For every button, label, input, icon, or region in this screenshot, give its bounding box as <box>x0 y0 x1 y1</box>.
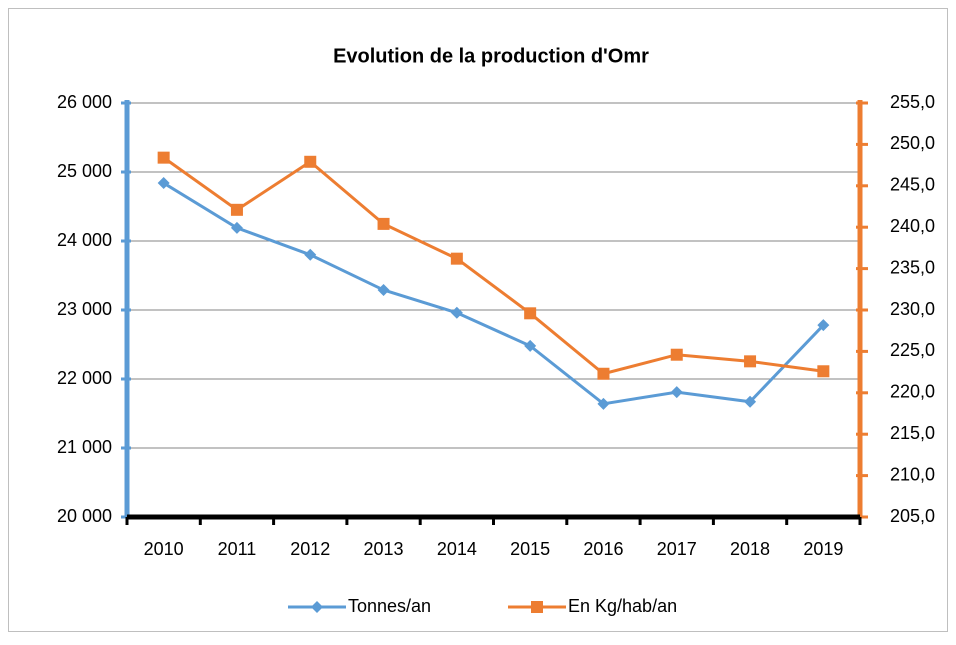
marker <box>817 319 830 332</box>
marker <box>157 151 170 164</box>
marker <box>524 339 537 352</box>
y2-tick-label: 250,0 <box>890 133 935 153</box>
x-tick-label: 2011 <box>218 539 257 559</box>
series-line <box>162 156 824 376</box>
x-tick-label: 2013 <box>364 539 404 559</box>
marker <box>450 252 463 265</box>
marker <box>304 248 317 261</box>
x-tick-label: 2016 <box>583 539 623 559</box>
y2-tick-label: 215,0 <box>890 423 935 443</box>
y2-tick-label: 205,0 <box>890 506 935 526</box>
y-tick-label: 24 000 <box>57 230 112 250</box>
marker <box>817 365 830 378</box>
y-tick-label: 23 000 <box>57 299 112 319</box>
legend-label: Tonnes/an <box>348 596 431 616</box>
x-tick-label: 2019 <box>803 539 843 559</box>
marker <box>377 217 390 230</box>
y2-tick-label: 230,0 <box>890 299 935 319</box>
y-tick-label: 20 000 <box>57 506 112 526</box>
marker <box>531 601 543 613</box>
marker <box>670 348 683 361</box>
y-tick-label: 21 000 <box>57 437 112 457</box>
marker <box>230 221 243 234</box>
y2-tick-label: 220,0 <box>890 382 935 402</box>
y2-tick-label: 240,0 <box>890 216 935 236</box>
x-tick-label: 2012 <box>290 539 330 559</box>
marker <box>597 397 610 410</box>
x-tick-label: 2018 <box>730 539 770 559</box>
marker <box>311 601 323 613</box>
marker <box>670 386 683 399</box>
y2-tick-label: 225,0 <box>890 340 935 360</box>
series-line <box>162 181 825 406</box>
y2-tick-label: 210,0 <box>890 464 935 484</box>
legend-label: En Kg/hab/an <box>568 596 677 616</box>
marker <box>744 395 757 408</box>
x-tick-label: 2015 <box>510 539 550 559</box>
chart-border <box>8 8 948 632</box>
y-tick-label: 26 000 <box>57 92 112 112</box>
x-tick-label: 2010 <box>144 539 184 559</box>
y-tick-label: 25 000 <box>57 161 112 181</box>
y2-tick-label: 255,0 <box>890 92 935 112</box>
x-tick-label: 2014 <box>437 539 477 559</box>
marker <box>304 155 317 168</box>
marker <box>744 355 757 368</box>
marker <box>377 283 390 296</box>
chart-title: Evolution de la production d'Omr <box>333 45 649 67</box>
marker <box>524 307 537 320</box>
marker <box>450 306 463 319</box>
x-tick-label: 2017 <box>657 539 697 559</box>
y-tick-label: 22 000 <box>57 368 112 388</box>
y2-tick-label: 235,0 <box>890 257 935 277</box>
marker <box>230 203 243 216</box>
marker <box>157 177 170 190</box>
y2-tick-label: 245,0 <box>890 175 935 195</box>
marker <box>597 367 610 380</box>
